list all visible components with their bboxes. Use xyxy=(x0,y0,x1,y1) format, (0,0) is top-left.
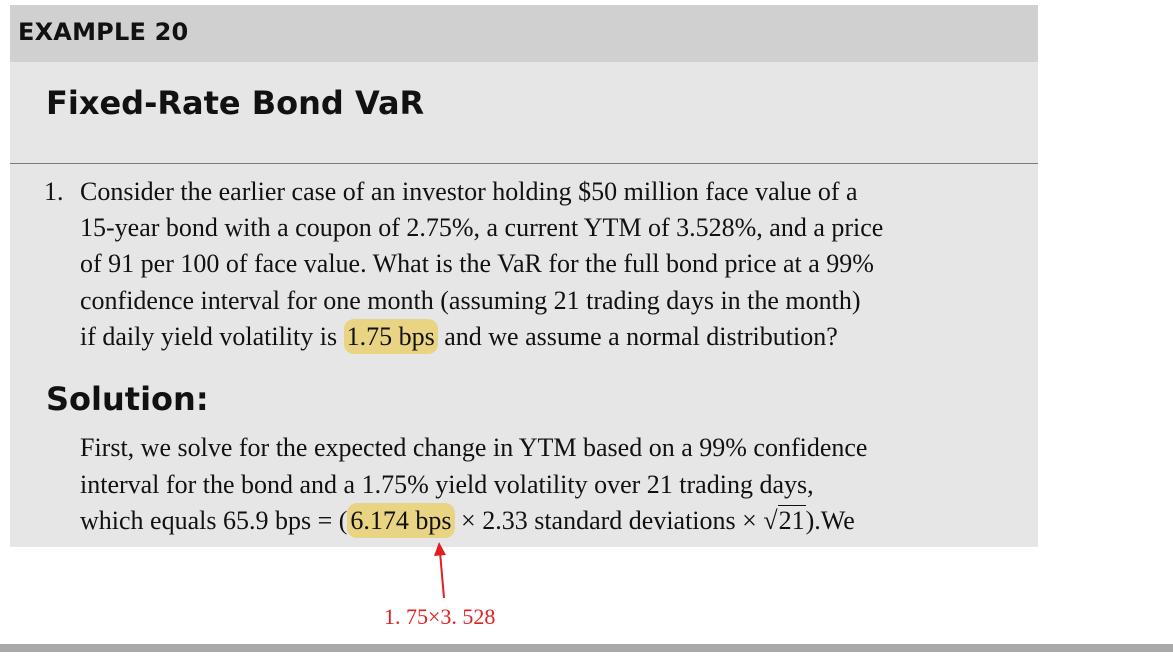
arrow-head xyxy=(434,542,446,556)
question-line: 15-year bond with a coupon of 2.75%, a c… xyxy=(80,213,884,242)
question-number: 1. xyxy=(44,177,64,206)
divider xyxy=(10,163,1038,164)
example-header: EXAMPLE 20 xyxy=(10,5,1038,62)
solution-text: × 2.33 standard deviations × xyxy=(454,506,764,535)
question-line-last: if daily yield volatility is 1.75 bps an… xyxy=(80,319,838,354)
solution-line: First, we solve for the expected change … xyxy=(80,433,868,462)
solution-line: interval for the bond and a 1.75% yield … xyxy=(80,470,814,499)
question-line: Consider the earlier case of an investor… xyxy=(80,177,858,206)
sqrt-radicand: 21 xyxy=(777,505,806,535)
example-title: Fixed-Rate Bond VaR xyxy=(46,84,425,122)
example-label: EXAMPLE 20 xyxy=(18,18,189,46)
question-text: and we assume a normal distribution? xyxy=(437,322,838,351)
handwritten-annotation: 1. 75×3. 528 xyxy=(384,604,496,629)
highlight-bps: 6.174 bps xyxy=(347,503,455,538)
bottom-bar xyxy=(0,644,1173,652)
solution-text: ).We xyxy=(805,506,855,535)
square-root: √21 xyxy=(763,505,806,536)
question-text: if daily yield volatility is xyxy=(80,322,344,351)
arrow-shaft xyxy=(439,551,445,599)
solution-line-last: which equals 65.9 bps = (6.174 bps × 2.3… xyxy=(80,503,855,538)
solution-heading: Solution: xyxy=(46,380,209,418)
question-line: of 91 per 100 of face value. What is the… xyxy=(80,249,874,278)
highlight-volatility: 1.75 bps xyxy=(343,319,438,354)
question-line: confidence interval for one month (assum… xyxy=(80,286,861,315)
example-box: EXAMPLE 20 Fixed-Rate Bond VaR 1. Consid… xyxy=(10,5,1038,547)
sqrt-symbol: √ xyxy=(763,506,778,535)
solution-text: which equals 65.9 bps = ( xyxy=(80,506,348,535)
